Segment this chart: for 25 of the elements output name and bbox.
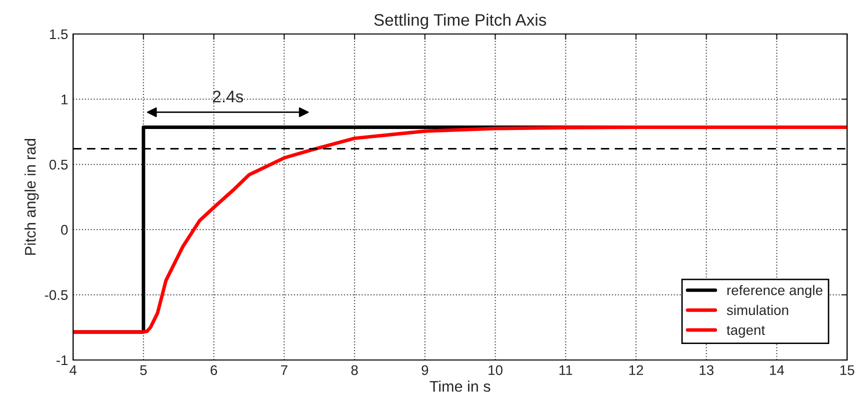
x-tick-label: 6: [210, 365, 218, 376]
x-tick-label: 10: [488, 365, 502, 376]
x-tick-label: 8: [351, 365, 358, 376]
annotation: 2.4s: [212, 90, 244, 102]
y-tick-label: 1: [62, 94, 68, 104]
x-tick-label: 13: [700, 365, 714, 376]
y-tick-label: 0: [61, 224, 68, 235]
x-tick-label: 11: [559, 365, 572, 375]
y-tick-label: 1.5: [50, 29, 68, 40]
x-axis-title: Time in s: [430, 380, 490, 392]
x-tick-label: 4: [70, 365, 77, 375]
x-tick-label: 9: [422, 365, 428, 376]
legend-label: simulation: [726, 304, 788, 316]
y-tick-label: 0.5: [49, 160, 68, 170]
legend-label: reference angle: [727, 284, 822, 298]
x-tick-label: 14: [770, 365, 784, 375]
y-tick-label: -1: [56, 355, 68, 366]
y-tick-label: -0.5: [44, 290, 68, 300]
x-tick-label: 7: [281, 365, 288, 375]
x-tick-label: 15: [840, 365, 854, 376]
legend-label: tagent: [726, 326, 765, 338]
x-tick-label: 5: [140, 365, 147, 376]
x-tick-label: 12: [629, 365, 644, 375]
y-axis-title: Pitch angle in rad: [24, 138, 39, 255]
chart-title: Settling Time Pitch Axis: [374, 14, 546, 30]
